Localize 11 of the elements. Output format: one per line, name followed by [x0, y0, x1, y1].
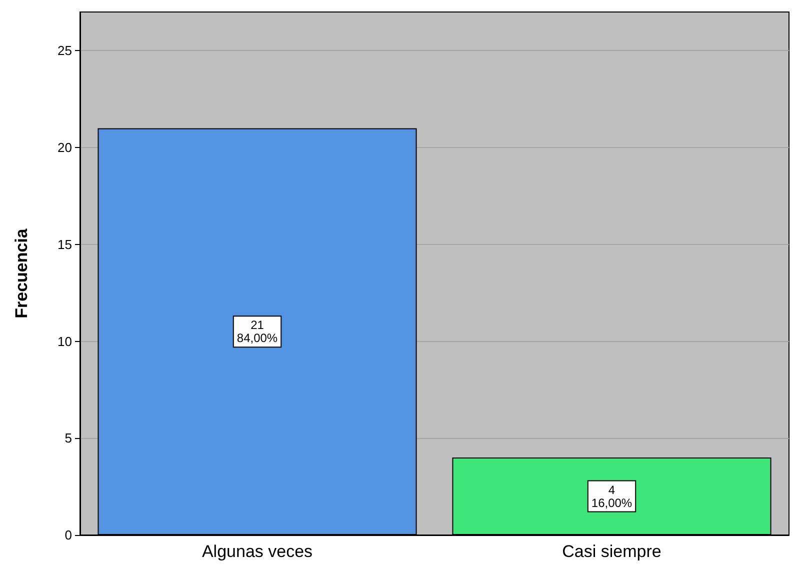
data-label: 21 84,00% — [236, 318, 278, 346]
y-tick-label: 5 — [64, 430, 72, 446]
y-tick-label: 15 — [58, 236, 72, 252]
y-tick-label: 10 — [58, 334, 72, 349]
x-tick-label: Casi siempre — [562, 542, 662, 561]
y-tick-label: 20 — [58, 140, 72, 156]
y-tick-label: 25 — [58, 43, 72, 58]
x-tick-label: Algunas veces — [202, 542, 313, 561]
y-axis-title: Frecuencia — [12, 228, 31, 318]
y-tick-label: 0 — [64, 528, 72, 542]
data-label: 4 16,00% — [591, 482, 632, 510]
